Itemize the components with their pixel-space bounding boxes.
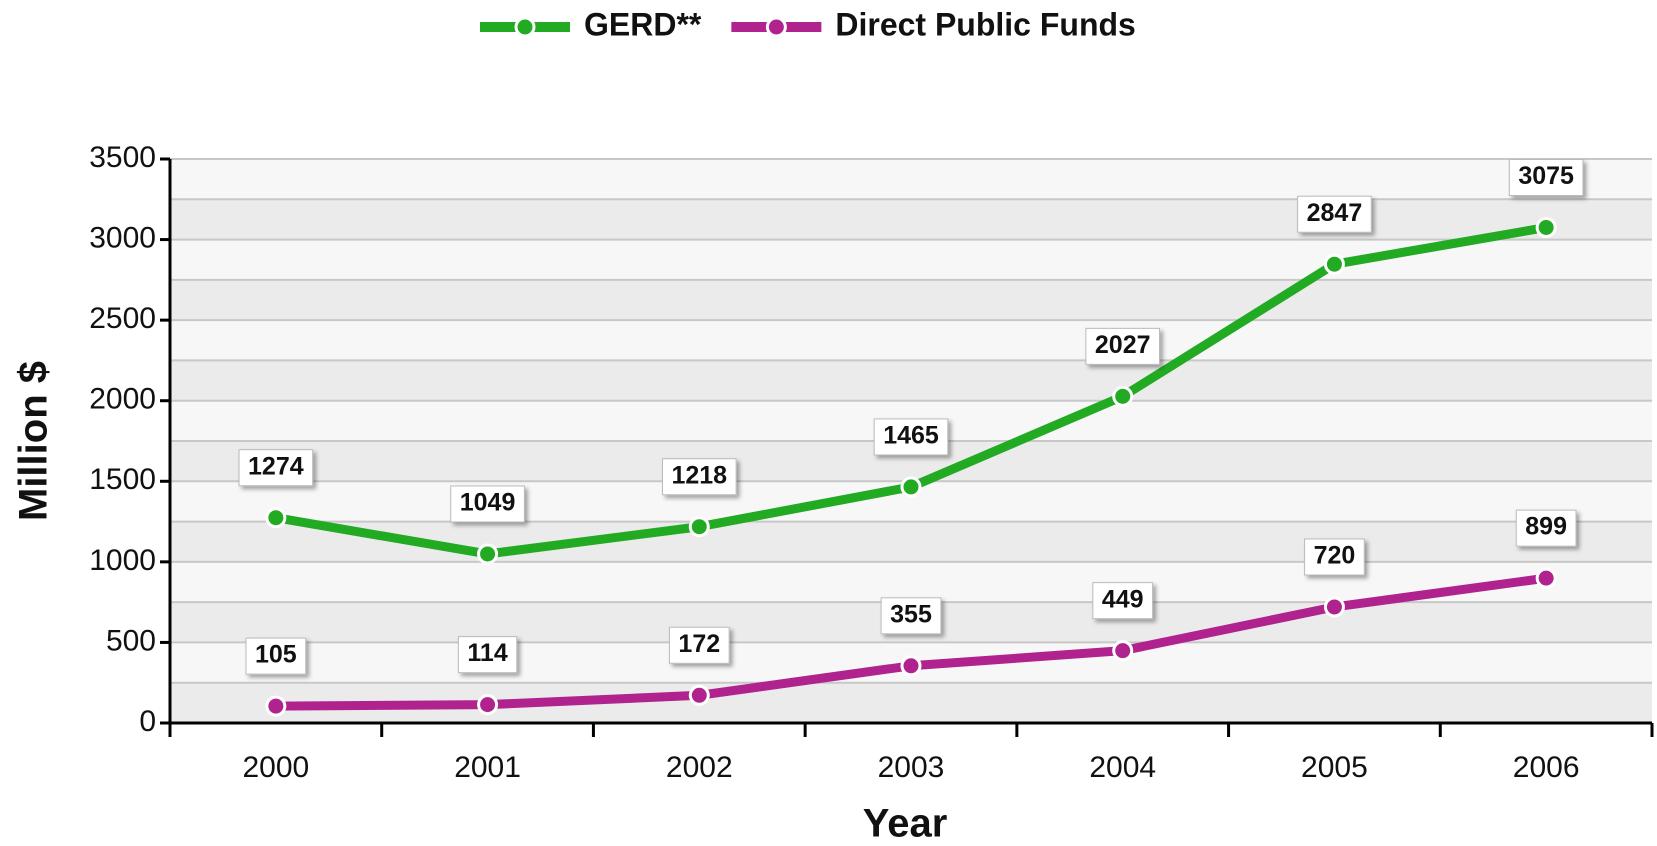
y-tick-label: 3500 — [89, 141, 156, 174]
grid-band — [170, 239, 1652, 280]
x-tick-label: 2006 — [1513, 751, 1580, 784]
data-label-background — [661, 458, 737, 496]
data-label-box: 1465 — [873, 418, 949, 456]
data-label: 172 — [678, 630, 720, 658]
y-tick-label: 2000 — [89, 383, 156, 416]
data-label: 2027 — [1095, 331, 1151, 359]
data-label: 105 — [255, 641, 297, 669]
data-label-box: 105 — [245, 637, 307, 675]
y-tick-label: 500 — [106, 624, 156, 657]
data-label-background — [1085, 327, 1161, 365]
y-tick-label: 3000 — [89, 221, 156, 254]
data-label-box: 3075 — [1508, 158, 1584, 196]
x-tick-label: 2002 — [666, 751, 733, 784]
data-label: 899 — [1525, 513, 1567, 541]
y-tick-label: 1000 — [89, 544, 156, 577]
grid-band — [170, 360, 1652, 401]
data-label-box: 172 — [668, 626, 730, 664]
point — [1112, 640, 1134, 662]
data-label: 1049 — [460, 489, 516, 517]
legend-marker — [765, 16, 787, 38]
data-label-box: 1274 — [238, 449, 314, 487]
y-tick-label: 1500 — [89, 463, 156, 496]
data-label-background — [873, 418, 949, 456]
data-label: 114 — [467, 639, 507, 667]
data-label: 3075 — [1518, 162, 1574, 190]
x-axis-title: Year — [863, 802, 948, 846]
x-tick-label: 2003 — [878, 751, 945, 784]
legend-marker — [514, 16, 536, 38]
data-label: 1465 — [883, 422, 939, 450]
plot-background — [170, 159, 1652, 723]
data-label-box: 114 — [457, 636, 518, 674]
grid-band — [170, 279, 1652, 321]
data-label-box: 2027 — [1085, 327, 1161, 365]
grid-band — [170, 159, 1652, 200]
data-label-box: 1218 — [661, 458, 737, 496]
data-label-background — [1092, 582, 1154, 620]
grid-band — [170, 199, 1652, 240]
point — [477, 694, 499, 716]
point — [1323, 596, 1345, 618]
data-label-box: 449 — [1092, 582, 1154, 620]
data-label: 720 — [1314, 542, 1356, 570]
data-label-background — [238, 449, 314, 487]
x-tick-label: 2000 — [242, 751, 309, 784]
data-label-background — [457, 636, 518, 674]
data-label-background — [1515, 509, 1577, 547]
y-tick-label: 2500 — [89, 302, 156, 335]
data-label: 355 — [890, 600, 932, 628]
point — [900, 655, 922, 677]
data-label-background — [245, 637, 307, 675]
data-label: 1274 — [248, 452, 304, 480]
x-tick-label: 2004 — [1089, 751, 1156, 784]
data-label-background — [880, 597, 942, 635]
data-label: 2847 — [1307, 199, 1363, 227]
point — [1323, 253, 1345, 275]
y-axis-title: Million $ — [12, 361, 56, 521]
data-label-background — [668, 626, 730, 664]
data-label-background — [1297, 195, 1372, 233]
data-label: 1218 — [671, 461, 727, 489]
x-tick-label: 2005 — [1301, 751, 1368, 784]
point — [900, 476, 922, 498]
point — [1535, 216, 1557, 238]
data-label-box: 720 — [1304, 538, 1365, 576]
data-label-background — [1304, 538, 1365, 576]
data-label-box: 355 — [880, 597, 942, 635]
point — [265, 695, 287, 717]
point — [477, 543, 499, 565]
y-tick-label: 0 — [139, 705, 156, 738]
point — [265, 507, 287, 529]
legend-label: Direct Public Funds — [835, 6, 1135, 42]
point — [1112, 385, 1134, 407]
point — [1535, 567, 1557, 589]
data-label-box: 2847 — [1297, 195, 1372, 233]
data-label-background — [450, 485, 525, 523]
data-label: 449 — [1102, 585, 1144, 613]
data-label-box: 899 — [1515, 509, 1577, 547]
legend-label: GERD** — [584, 6, 702, 42]
grid-band — [170, 320, 1652, 361]
data-label-box: 1049 — [450, 485, 525, 523]
x-tick-label: 2001 — [454, 751, 521, 784]
data-label-background — [1508, 158, 1584, 196]
point — [688, 516, 710, 538]
point — [688, 684, 710, 706]
